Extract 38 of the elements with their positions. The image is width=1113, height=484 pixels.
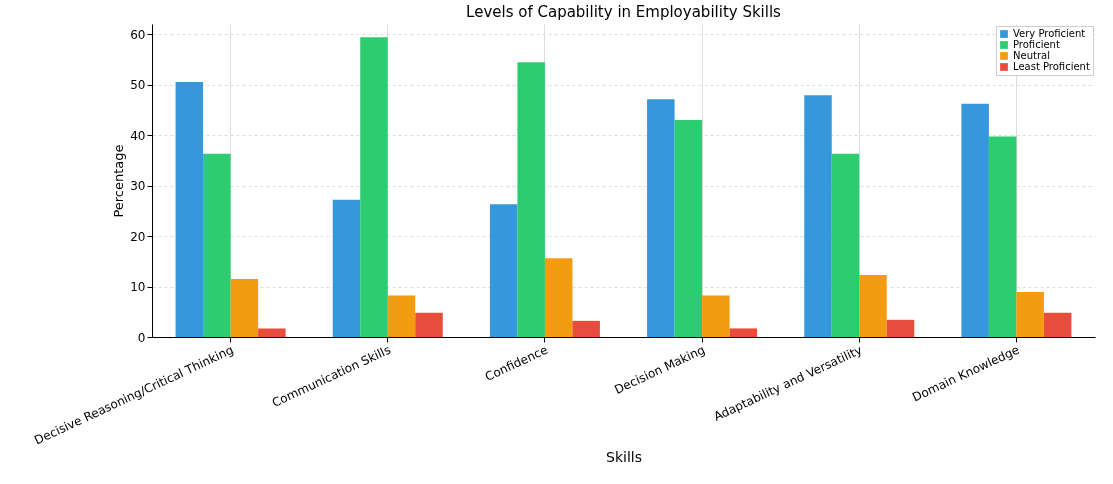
bar bbox=[1043, 312, 1072, 337]
x-axis-title: Skills bbox=[606, 448, 642, 465]
bar bbox=[647, 99, 675, 337]
bar bbox=[729, 328, 758, 337]
legend-label: Least Proficient bbox=[1013, 61, 1090, 72]
bar bbox=[230, 278, 259, 337]
bar bbox=[175, 82, 204, 337]
bar bbox=[517, 62, 545, 337]
legend-label: Neutral bbox=[1013, 50, 1050, 61]
bar bbox=[859, 274, 887, 337]
bar bbox=[489, 204, 518, 337]
y-tick-label: 50 bbox=[130, 78, 146, 93]
bar bbox=[674, 119, 703, 337]
bar bbox=[961, 103, 989, 337]
y-tick-label: 20 bbox=[130, 229, 146, 244]
chart-title: Levels of Capability in Employability Skills bbox=[466, 3, 782, 21]
bar bbox=[1016, 292, 1044, 337]
bar bbox=[572, 320, 600, 337]
bar bbox=[831, 153, 860, 337]
bar bbox=[387, 295, 416, 337]
legend-label: Very Proficient bbox=[1013, 28, 1086, 39]
y-axis-title: Percentage bbox=[111, 144, 127, 218]
y-tick-label: 30 bbox=[130, 179, 146, 194]
bar bbox=[203, 153, 231, 337]
bar bbox=[804, 95, 832, 337]
bar bbox=[702, 295, 730, 337]
y-tick-label: 40 bbox=[130, 128, 146, 143]
bar bbox=[258, 328, 286, 337]
bar bbox=[544, 258, 573, 337]
bar bbox=[988, 136, 1017, 337]
y-tick-label: 0 bbox=[137, 330, 146, 345]
y-tick-label: 60 bbox=[130, 27, 146, 42]
legend-label: Proficient bbox=[1013, 39, 1060, 50]
bar bbox=[415, 312, 443, 337]
bar bbox=[360, 37, 388, 337]
y-tick-label: 10 bbox=[130, 280, 146, 295]
bar bbox=[332, 199, 361, 337]
bar bbox=[886, 319, 915, 337]
